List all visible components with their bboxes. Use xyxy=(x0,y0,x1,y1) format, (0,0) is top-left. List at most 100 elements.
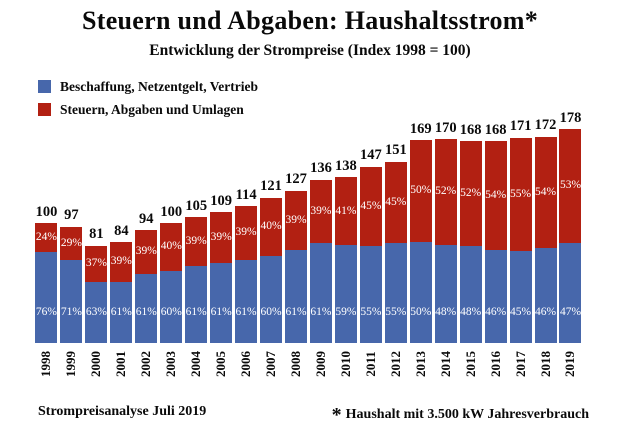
bar-total-label: 105 xyxy=(185,197,208,214)
segment-procurement xyxy=(160,271,183,343)
bar-group-1998: 24% 76% 100 1998 xyxy=(34,125,59,377)
segment-taxes-percent-label: 45% xyxy=(385,195,407,208)
x-axis-year-label: 2003 xyxy=(163,351,179,377)
segment-taxes-percent-label: 39% xyxy=(310,204,332,217)
x-axis-year-label: 2019 xyxy=(562,351,578,377)
bar-total-label: 84 xyxy=(114,222,129,239)
bar-total-label: 109 xyxy=(210,192,233,209)
x-axis-year-label: 2005 xyxy=(213,351,229,377)
x-axis-year-label: 2001 xyxy=(113,351,129,377)
bar-group-2005: 39% 61% 109 2005 xyxy=(209,125,234,377)
segment-taxes: 54% xyxy=(484,141,507,251)
bar-stack: 45% xyxy=(359,166,382,343)
segment-procurement-percent-label: 61% xyxy=(285,305,307,318)
segment-taxes-percent-label: 54% xyxy=(485,189,507,202)
bar-stack: 52% xyxy=(459,141,482,343)
segment-taxes-percent-label: 52% xyxy=(435,185,457,198)
segment-procurement-percent-label: 59% xyxy=(335,305,357,318)
segment-procurement xyxy=(135,274,158,343)
segment-taxes-percent-label: 39% xyxy=(185,234,207,247)
x-axis-year-label: 2007 xyxy=(263,351,279,377)
bar-group-2007: 40% 60% 121 2007 xyxy=(259,125,284,377)
bar-stack: 39% xyxy=(110,242,133,343)
segment-taxes: 39% xyxy=(110,242,133,282)
segment-procurement xyxy=(210,263,233,343)
bar-total-label: 151 xyxy=(384,142,407,159)
bar-group-2015: 52% 48% 168 2015 xyxy=(458,121,483,377)
segment-procurement xyxy=(60,260,83,343)
segment-taxes: 39% xyxy=(135,230,158,275)
legend: Beschaffung, Netzentgelt, Vertrieb Steue… xyxy=(38,75,258,121)
segment-taxes-percent-label: 39% xyxy=(235,226,257,239)
bar-group-2016: 54% 46% 168 2016 xyxy=(483,123,508,377)
bar-total-label: 121 xyxy=(260,178,282,195)
bar-total-label: 136 xyxy=(310,160,332,177)
bar-stack: 24% xyxy=(35,223,58,343)
segment-procurement-percent-label: 61% xyxy=(135,305,157,318)
segment-taxes: 50% xyxy=(409,140,432,242)
segment-taxes: 40% xyxy=(260,197,283,256)
segment-taxes-percent-label: 50% xyxy=(410,184,432,197)
bar-total-label: 138 xyxy=(335,157,357,174)
legend-label-procurement: Beschaffung, Netzentgelt, Vertrieb xyxy=(60,78,258,94)
bar-total-label: 94 xyxy=(139,210,154,227)
bar-stack: 39% xyxy=(309,179,332,343)
x-axis-year-label: 2017 xyxy=(512,351,528,377)
bar-group-2006: 39% 61% 114 2006 xyxy=(234,125,259,377)
bar-group-2001: 39% 61% 84 2001 xyxy=(109,125,134,377)
segment-taxes: 24% xyxy=(35,223,58,252)
segment-taxes: 53% xyxy=(559,129,582,243)
segment-procurement xyxy=(359,246,382,343)
bar-group-2017: 55% 45% 171 2017 xyxy=(508,119,533,377)
bar-stack: 29% xyxy=(60,226,83,343)
footnote-asterisk: * xyxy=(331,404,342,426)
segment-procurement xyxy=(459,246,482,343)
segment-taxes-percent-label: 40% xyxy=(260,220,282,233)
segment-procurement-percent-label: 45% xyxy=(510,305,532,318)
footnote-text: Haushalt mit 3.500 kW Jahresverbrauch xyxy=(345,407,589,422)
segment-procurement xyxy=(35,251,58,343)
bar-group-2010: 41% 59% 138 2010 xyxy=(333,125,358,377)
segment-procurement xyxy=(334,245,357,343)
segment-procurement-percent-label: 76% xyxy=(35,305,58,318)
segment-procurement xyxy=(434,245,457,343)
segment-procurement xyxy=(409,241,432,343)
x-axis-year-label: 2011 xyxy=(362,351,378,377)
bar-stack: 45% xyxy=(384,161,407,343)
segment-procurement xyxy=(260,255,283,343)
bar-group-2000: 37% 63% 81 2000 xyxy=(84,125,109,377)
segment-taxes-percent-label: 40% xyxy=(160,240,182,253)
segment-taxes-percent-label: 24% xyxy=(35,230,58,243)
legend-item-procurement: Beschaffung, Netzentgelt, Vertrieb xyxy=(38,75,258,98)
bar-total-label: 147 xyxy=(359,147,382,164)
x-axis-year-label: 2009 xyxy=(312,351,328,377)
bar-group-2002: 39% 61% 94 2002 xyxy=(134,125,159,377)
segment-taxes-percent-label: 53% xyxy=(559,179,582,192)
bar-stack: 40% xyxy=(160,223,183,343)
segment-taxes-percent-label: 45% xyxy=(360,199,382,212)
segment-procurement xyxy=(85,281,108,343)
bar-total-label: 100 xyxy=(35,203,58,220)
segment-procurement xyxy=(285,250,307,343)
x-axis-year-label: 1998 xyxy=(38,351,54,377)
segment-taxes: 55% xyxy=(509,137,532,251)
segment-procurement-percent-label: 47% xyxy=(559,305,582,318)
legend-label-taxes: Steuern, Abgaben und Umlagen xyxy=(60,101,244,117)
segment-procurement-percent-label: 46% xyxy=(534,305,557,318)
x-axis-year-label: 2014 xyxy=(437,351,453,377)
segment-taxes-percent-label: 52% xyxy=(460,187,482,200)
segment-taxes: 39% xyxy=(285,190,307,250)
stacked-bar-plot: 24% 76% 100 1998 29% 71% 97 1999 37% 63% 81 2000 39%… xyxy=(34,111,583,377)
x-axis-year-label: 2000 xyxy=(88,351,104,377)
bar-total-label: 168 xyxy=(459,121,482,138)
bar-group-2012: 45% 55% 151 2012 xyxy=(383,125,408,377)
bar-stack: 39% xyxy=(210,212,233,343)
segment-procurement-percent-label: 61% xyxy=(310,305,332,318)
segment-taxes: 54% xyxy=(534,136,557,249)
bar-stack: 40% xyxy=(260,197,283,343)
segment-procurement xyxy=(534,248,557,343)
bar-total-label: 100 xyxy=(160,203,183,220)
segment-taxes-percent-label: 39% xyxy=(285,213,307,226)
segment-procurement-percent-label: 61% xyxy=(110,305,132,318)
